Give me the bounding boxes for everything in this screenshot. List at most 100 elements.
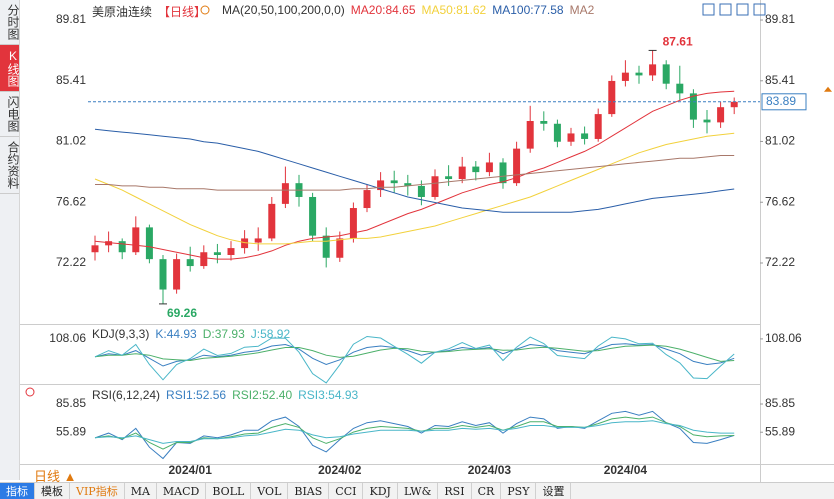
sidebar-tab[interactable]: K线图 [0, 45, 20, 92]
sidebar-tab[interactable]: 分时图 [0, 0, 20, 45]
candle-body [703, 119, 711, 123]
y-tick-label-right: 85.41 [765, 73, 795, 87]
series-line [94, 420, 735, 444]
period[interactable]: 【日线】 [158, 5, 207, 19]
y-tick-label-right: 72.22 [765, 255, 795, 269]
series-line [94, 344, 735, 362]
toolbar: 指标 模板 VIP指标 MA MACD BOLL VOL BIAS CCI KDJ LW& RSI CR… [0, 482, 834, 499]
candle-body [594, 114, 602, 139]
y-tick-label: 108.06 [49, 331, 86, 345]
series-line [94, 90, 735, 260]
y-tick-label-right: 55.89 [765, 424, 795, 438]
toolbar-item[interactable]: BOLL [206, 483, 252, 499]
candle-body [689, 93, 697, 120]
candle-body [349, 208, 357, 239]
candle-body [608, 80, 616, 115]
toolbar-item[interactable]: 模板 [35, 483, 70, 499]
candle-body [581, 133, 589, 139]
candle-body [173, 259, 181, 290]
candle-body [717, 107, 725, 123]
price-header: 美原油连续 【日线】 MA(20,50,100,200,0,0) MA20:84… [92, 3, 594, 20]
toolbar-item[interactable]: VOL [251, 483, 289, 499]
candle-body [526, 121, 534, 149]
kdj-header: KDJ(9,3,3) K:44.93 D:37.93 J:58.92 [92, 327, 290, 341]
toolbar-item[interactable]: MACD [157, 483, 207, 499]
y-tick-label: 72.22 [56, 255, 86, 269]
toolbar-item[interactable]: 设置 [536, 483, 572, 499]
candle-body [213, 252, 221, 256]
toolbar-item[interactable]: LW& [398, 483, 439, 499]
y-tick-label: 55.89 [56, 424, 86, 438]
candle-body [730, 101, 738, 108]
series-line [94, 343, 735, 367]
current-price-box [761, 93, 807, 111]
candle-body [499, 162, 507, 184]
candle-body [431, 176, 439, 197]
period-selector[interactable]: 日线 ▲ [34, 469, 77, 484]
legend-entry: D:37.93 [202, 327, 245, 341]
candle-body [227, 248, 235, 256]
candle-body [105, 241, 113, 246]
series-line [95, 155, 735, 191]
price-arrow [824, 86, 832, 92]
candle-body [336, 238, 344, 258]
x-tick-label: 2024/03 [468, 463, 512, 477]
min-label: 69.26 [167, 306, 197, 320]
sidebar: 分时图 K线图 闪电图 合约资料 [0, 0, 20, 480]
candle-body [322, 235, 330, 258]
rsi-header: RSI(6,12,24) RSI1:52.56 RSI2:52.40 RSI3:54… [92, 388, 358, 402]
legend-entry: RSI1:52.56 [166, 388, 227, 402]
toolbar-item[interactable]: PSY [501, 483, 537, 499]
legend-entry: K:44.93 [155, 327, 197, 341]
candle-body [472, 166, 480, 173]
toolbar-item[interactable]: MA [125, 483, 157, 499]
candle-body [268, 203, 276, 239]
legend-entry: J:58.92 [250, 327, 291, 341]
y-tick-label: 81.02 [56, 134, 86, 148]
add-icon[interactable] [200, 5, 210, 15]
toolbar-item[interactable]: 指标 [0, 483, 35, 499]
candle-body [458, 166, 466, 180]
toolbar-item[interactable]: CR [472, 483, 502, 499]
sidebar-tab[interactable]: 闪电图 [0, 92, 20, 137]
sidebar-tab[interactable]: 合约资料 [0, 137, 20, 194]
title: KDJ(9,3,3) [92, 327, 150, 341]
toolbar-item[interactable]: CCI [329, 483, 364, 499]
toolbar-item[interactable]: RSI [438, 483, 472, 499]
candle-body [404, 183, 412, 186]
y-tick-label-right: 85.85 [765, 396, 795, 410]
candle-body [377, 180, 385, 191]
candle-body [241, 238, 249, 249]
settings-icon[interactable] [25, 387, 35, 397]
candle-body [540, 121, 548, 124]
toolbar-item[interactable]: BIAS [288, 483, 330, 499]
series-line [94, 128, 735, 213]
x-tick-label: 2024/02 [318, 463, 362, 477]
candle-body [649, 64, 657, 76]
x-tick-label: 2024/01 [169, 463, 213, 477]
legend-entry: MA20:84.65 [350, 3, 416, 17]
series-line [94, 416, 735, 450]
toolbar-icons[interactable] [702, 3, 766, 16]
candle-body [485, 162, 493, 173]
period-label: 日线 [34, 469, 61, 484]
title: RSI(6,12,24) [92, 388, 161, 402]
candle-body [513, 148, 521, 184]
toolbar-item[interactable]: KDJ [363, 483, 398, 499]
legend-entry: RSI2:52.40 [232, 388, 293, 402]
candle-body [635, 72, 643, 76]
candle-body [118, 241, 126, 253]
toolbar-item[interactable]: VIP指标 [70, 483, 125, 499]
indicator: MA(20,50,100,200,0,0) [222, 3, 345, 17]
y-tick-label: 76.62 [56, 194, 86, 208]
candle-body [553, 123, 561, 142]
candle-body [309, 196, 317, 236]
title: 美原油连续 [92, 5, 153, 19]
max-label: 87.61 [663, 35, 693, 49]
y-tick-label-right: 76.62 [765, 194, 795, 208]
y-tick-label: 85.41 [56, 73, 86, 87]
y-tick-label-right: 108.06 [765, 331, 802, 345]
legend-entry: RSI3:54.93 [298, 388, 359, 402]
y-tick-label: 85.85 [56, 396, 86, 410]
